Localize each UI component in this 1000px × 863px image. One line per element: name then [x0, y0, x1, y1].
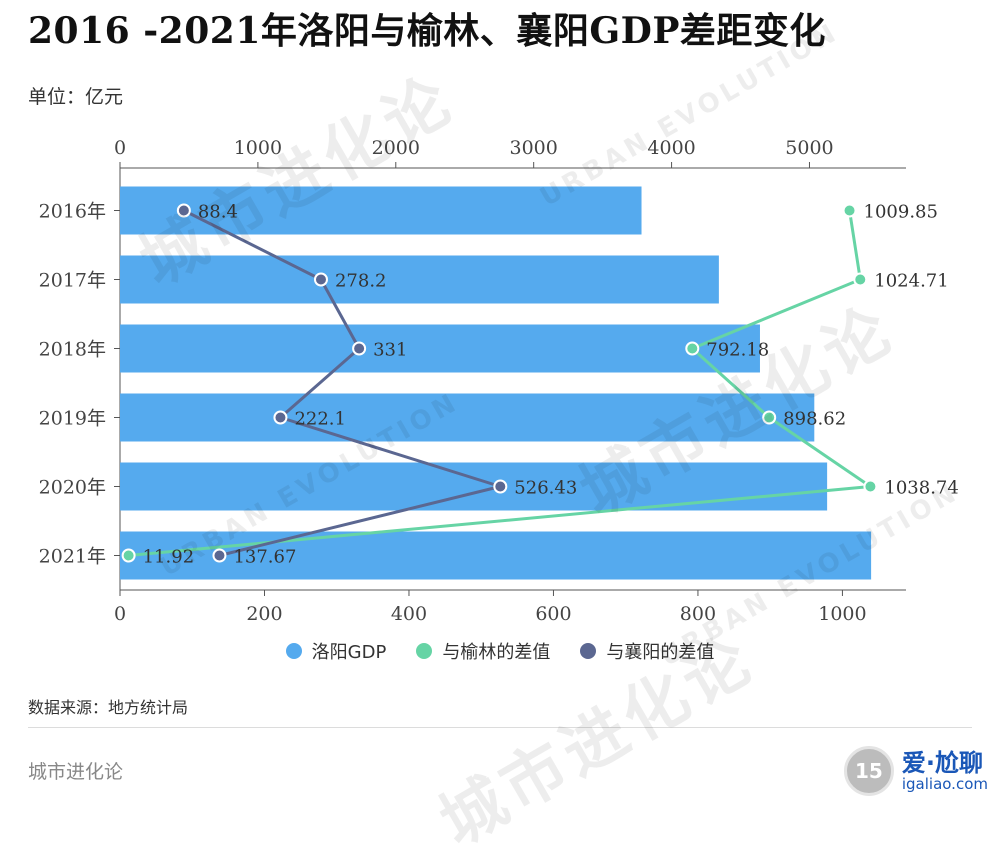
top-axis-tick-label: 1000	[234, 137, 282, 159]
gdp-bar	[120, 324, 760, 373]
category-label: 2016年	[39, 201, 106, 223]
category-label: 2018年	[39, 339, 106, 361]
xiangyang-diff-point	[176, 203, 191, 218]
xiangyang-diff-point	[493, 479, 508, 494]
xiangyang-diff-data-label: 278.2	[335, 271, 387, 292]
legend-swatch-icon	[580, 643, 597, 659]
xiangyang-diff-point	[352, 341, 367, 356]
corner-logo-icon: 15	[843, 746, 894, 796]
legend-label: 与榆林的差值	[442, 642, 551, 663]
chart-legend: 洛阳GDP 与榆林的差值 与襄阳的差值	[0, 638, 1000, 664]
gdp-bar	[120, 462, 828, 511]
xiangyang-diff-data-label: 222.1	[294, 409, 346, 430]
category-label: 2019年	[39, 408, 106, 430]
xiangyang-diff-point	[212, 548, 227, 563]
yulin-diff-data-label: 792.18	[706, 340, 769, 361]
top-axis-tick-label: 5000	[785, 137, 833, 159]
category-label: 2017年	[39, 270, 106, 292]
yulin-diff-data-label: 898.62	[783, 409, 846, 430]
xiangyang-diff-data-label: 331	[373, 340, 407, 361]
legend-item[interactable]: 与襄阳的差值	[580, 638, 714, 664]
legend-label: 洛阳GDP	[311, 642, 387, 663]
yulin-diff-point	[842, 203, 857, 218]
yulin-diff-data-label: 1009.85	[864, 202, 938, 223]
brand-name: 城市进化论	[28, 761, 124, 783]
legend-swatch-icon	[416, 643, 433, 659]
yulin-diff-line	[128, 210, 872, 557]
xiangyang-diff-data-label: 137.67	[233, 547, 296, 568]
combo-chart: 0 1000 2000 3000 4000 5000 0 200 400 600 800 1000 20…	[39, 137, 959, 625]
chart-title: 2016 -2021年洛阳与榆林、襄阳GDP差距变化	[28, 10, 826, 52]
category-label: 2021年	[39, 546, 106, 568]
category-label: 2020年	[39, 477, 106, 499]
top-axis-tick-label: 4000	[647, 137, 695, 159]
yulin-diff-point	[762, 410, 777, 425]
bottom-axis-tick-label: 800	[680, 603, 716, 625]
unit-label: 单位：亿元	[28, 86, 124, 108]
data-source: 数据来源：地方统计局	[28, 698, 189, 717]
yulin-diff-point	[685, 341, 700, 356]
corner-site-name: 爱·尬聊	[901, 748, 983, 777]
xiangyang-diff-line	[183, 209, 502, 557]
bottom-axis-tick-label: 1000	[818, 603, 866, 625]
footer-divider	[28, 727, 972, 728]
legend-label: 与襄阳的差值	[606, 642, 715, 663]
top-axis-tick-label: 3000	[510, 137, 558, 159]
corner-badge[interactable]: 15 爱·尬聊 igaliao.com	[843, 746, 988, 796]
xiangyang-diff-data-label: 88.4	[198, 202, 238, 223]
yulin-diff-point	[121, 548, 136, 563]
top-axis-tick-label: 0	[114, 137, 126, 159]
corner-site-url: igaliao.com	[901, 774, 988, 793]
legend-swatch-icon	[285, 643, 302, 659]
gdp-bar	[120, 393, 815, 442]
gdp-bar	[120, 255, 719, 304]
yulin-diff-point	[863, 479, 878, 494]
bottom-axis-tick-label: 400	[391, 603, 427, 625]
yulin-diff-data-label: 11.92	[143, 547, 195, 568]
bottom-axis-tick-label: 600	[535, 603, 571, 625]
bottom-axis-tick-label: 200	[246, 603, 282, 625]
yulin-diff-point	[853, 272, 868, 287]
xiangyang-diff-point	[313, 272, 328, 287]
yulin-diff-data-label: 1024.71	[874, 271, 948, 292]
xiangyang-diff-point	[273, 410, 288, 425]
gdp-bar	[120, 531, 872, 580]
legend-item[interactable]: 洛阳GDP	[285, 638, 387, 664]
gdp-bar	[120, 186, 642, 235]
top-axis-tick-label: 2000	[372, 137, 420, 159]
legend-item[interactable]: 与榆林的差值	[416, 638, 550, 664]
bottom-axis-tick-label: 0	[114, 603, 126, 625]
xiangyang-diff-data-label: 526.43	[514, 478, 577, 499]
yulin-diff-data-label: 1038.74	[884, 478, 958, 499]
